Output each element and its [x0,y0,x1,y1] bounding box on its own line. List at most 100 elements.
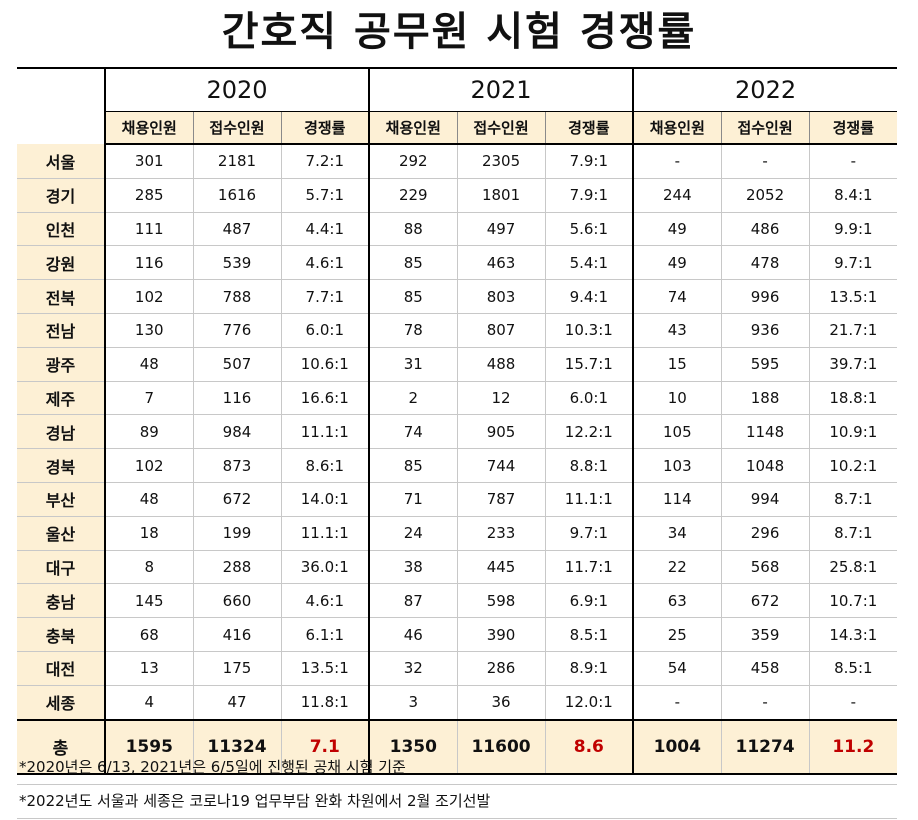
table-cell: 11.7:1 [544,550,634,585]
region-label: 인천 [17,212,105,247]
table-cell: 12.0:1 [544,685,634,721]
table-cell: 85 [368,245,458,281]
table-cell: 130 [104,313,193,348]
table-cell: 4.4:1 [280,212,370,247]
table-cell: 672 [192,482,281,517]
table-row: 경북 102 873 8.6:1 85 744 8.8:1 103 1048 10.2:1 [17,448,898,483]
table-cell: 10.9:1 [808,414,898,450]
table-cell: 14.3:1 [808,617,898,652]
table-cell: 9.4:1 [544,279,634,314]
column-header: 채용인원 [104,111,193,145]
table-cell: 2 [368,381,458,416]
table-cell: 390 [456,617,546,652]
year-header: 2021 [368,67,634,112]
region-label: 경북 [17,448,105,483]
table-cell: 88 [368,212,458,247]
table-cell: 21.7:1 [808,313,898,348]
total-ratio: 7.1 [280,719,370,775]
table-cell: 111 [104,212,193,247]
table-cell: 6.9:1 [544,583,634,619]
table-cell: 36 [456,685,546,721]
table-cell: 7.9:1 [544,144,634,179]
region-label: 충남 [17,583,105,619]
table-cell: 905 [456,414,546,450]
table-cell: 8.5:1 [544,617,634,652]
table-cell: 13.5:1 [280,651,370,686]
table-cell: 48 [104,347,193,382]
total-cell: 1004 [632,719,722,775]
table-cell: 71 [368,482,458,517]
table-cell: 5.4:1 [544,245,634,281]
table-body: 서울 301 2181 7.2:1 292 2305 7.9:1- - - 경기 285 1616 5.… [17,144,898,721]
region-label: 전북 [17,279,105,314]
table-cell: 12.2:1 [544,414,634,450]
table-cell: 13 [104,651,193,686]
table-cell: 244 [632,178,722,213]
table-cell: 54 [632,651,722,686]
table-cell: 984 [192,414,281,450]
table-row: 충남 145 660 4.6:1 87 598 6.9:1 63 672 10.7:1 [17,583,898,619]
total-cell: 1595 [104,719,193,775]
region-label: 제주 [17,381,105,416]
table-cell: 458 [720,651,810,686]
table-cell: 2305 [456,144,546,179]
table-cell: 188 [720,381,810,416]
table-cell: 288 [192,550,281,585]
column-header: 경쟁률 [544,111,634,145]
column-header: 접수인원 [192,111,281,145]
table-cell: - [808,685,898,721]
total-row: 총 1595 11324 7.1 1350 11600 8.6 1004 112… [17,719,898,775]
table-cell: 10 [632,381,722,416]
table-cell: 11.1:1 [280,414,370,450]
table-cell: - [720,144,810,179]
table-cell: 292 [368,144,458,179]
table-cell: 15 [632,347,722,382]
table-cell: 48 [104,482,193,517]
table-row: 서울 301 2181 7.2:1 292 2305 7.9:1- - - [17,144,898,179]
table-cell: 4 [104,685,193,721]
column-header: 채용인원 [368,111,458,145]
table-cell: 7.9:1 [544,178,634,213]
table-cell: 776 [192,313,281,348]
total-ratio: 8.6 [544,719,634,775]
table-cell: 114 [632,482,722,517]
table-cell: 16.6:1 [280,381,370,416]
table-row: 세종 4 47 11.8:1 3 36 12.0:1- - - [17,685,898,721]
table-row: 경남 89 984 11.1:1 74 905 12.2:1 105 1148 10.9:1 [17,414,898,450]
table-cell: 14.0:1 [280,482,370,517]
table-cell: 11.8:1 [280,685,370,721]
region-label: 전남 [17,313,105,348]
table-cell: 105 [632,414,722,450]
column-header: 접수인원 [720,111,810,145]
table-cell: 359 [720,617,810,652]
table-cell: 43 [632,313,722,348]
table-cell: 25 [632,617,722,652]
year-header: 2020 [103,67,370,112]
table-cell: 31 [368,347,458,382]
total-cell: 1350 [368,719,458,775]
table-cell: 487 [192,212,281,247]
table-cell: 787 [456,482,546,517]
footnote: *2020년은 6/13, 2021년은 6/5일에 진행된 공채 시험 기준 [17,751,897,785]
table-row: 인천 111 487 4.4:1 88 497 5.6:1 49 486 9.9:1 [17,212,898,247]
column-header: 경쟁률 [280,111,370,145]
table-cell: 744 [456,448,546,483]
table-cell: 18.8:1 [808,381,898,416]
table-row: 충북 68 416 6.1:1 46 390 8.5:1 25 359 14.3:1 [17,617,898,652]
table-cell: 199 [192,516,281,551]
table-cell: 87 [368,583,458,619]
region-label: 충북 [17,617,105,652]
column-header: 경쟁률 [808,111,898,145]
table-cell: 85 [368,448,458,483]
table-cell: 1616 [192,178,281,213]
table-cell: 8 [104,550,193,585]
table-row: 대구 8 288 36.0:1 38 445 11.7:1 22 568 25.8:1 [17,550,898,585]
table-cell: 145 [104,583,193,619]
table-row: 제주 7 116 16.6:1 2 12 6.0:1 10 188 18.8:1 [17,381,898,416]
table-cell: 9.9:1 [808,212,898,247]
table-cell: 9.7:1 [808,245,898,281]
column-header: 접수인원 [456,111,546,145]
table-cell: 9.7:1 [544,516,634,551]
region-label: 광주 [17,347,105,382]
table-cell: 103 [632,448,722,483]
